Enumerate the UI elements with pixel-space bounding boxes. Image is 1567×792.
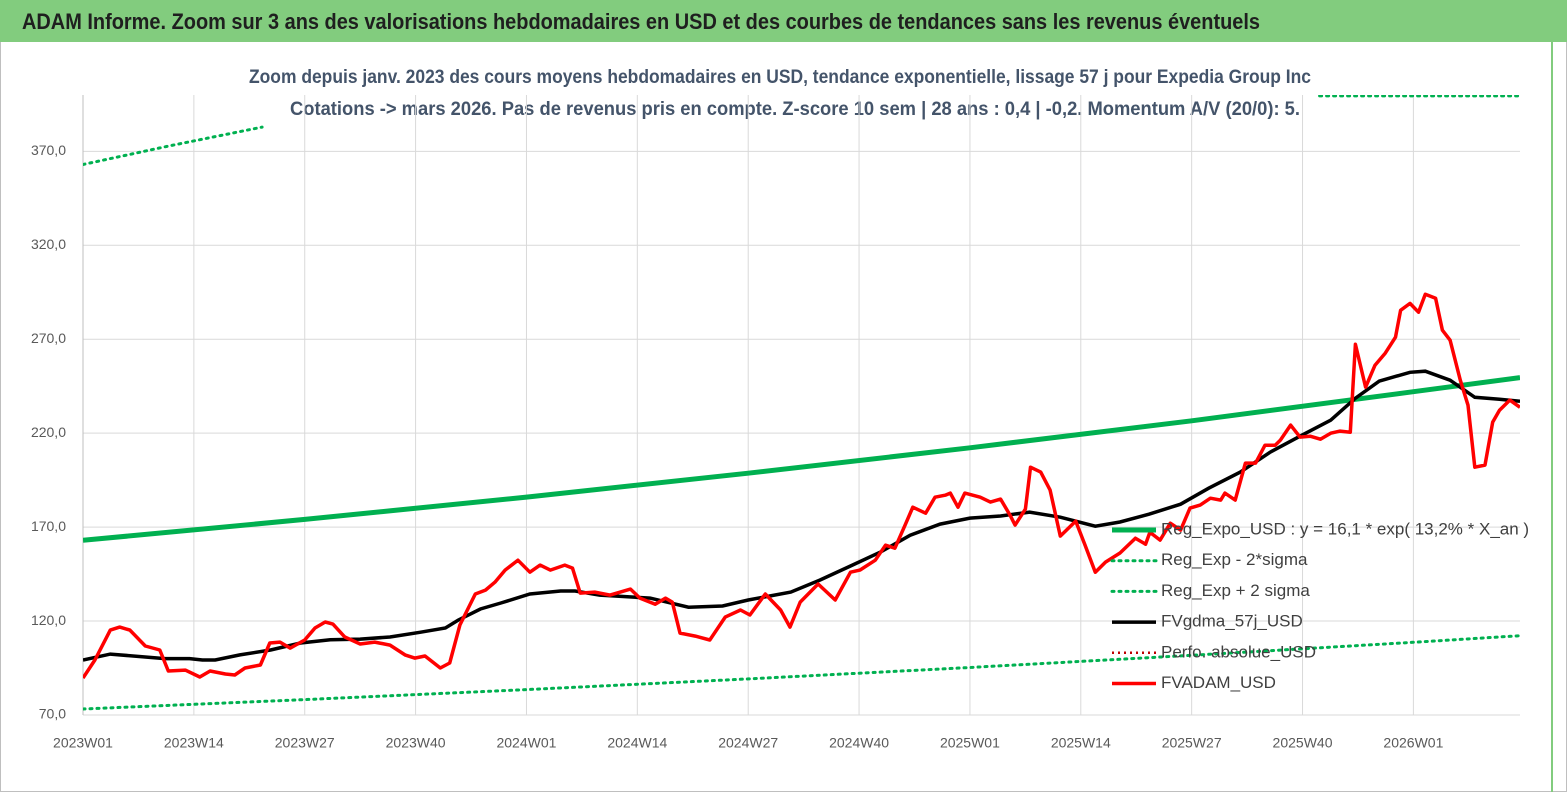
y-tick-label: 170,0 [31, 518, 66, 534]
y-tick-label: 270,0 [31, 330, 66, 346]
series-line [83, 292, 1520, 679]
legend: Reg_Expo_USD : y = 16,1 * exp( 13,2% * X… [1110, 519, 1529, 692]
legend-label: FVgdma_57j_USD [1161, 612, 1303, 631]
legend-label: Perfo. absolue_USD [1161, 642, 1316, 661]
y-tick-label: 120,0 [31, 612, 66, 628]
legend-label: Reg_Exp + 2 sigma [1161, 581, 1310, 600]
header-title: ADAM Informe. Zoom sur 3 ans des valoris… [22, 9, 1260, 34]
x-tick-label: 2026W01 [1383, 735, 1443, 751]
grid [82, 95, 1520, 716]
plot [83, 95, 1520, 711]
x-tick-label: 2024W40 [829, 735, 889, 751]
chart-title: Zoom depuis janv. 2023 des cours moyens … [249, 67, 1311, 88]
legend-label: FVADAM_USD [1161, 673, 1276, 692]
x-tick-label: 2024W01 [496, 735, 556, 751]
x-tick-label: 2024W27 [718, 735, 778, 751]
x-tick-label: 2025W01 [940, 735, 1000, 751]
x-tick-label: 2023W27 [275, 735, 335, 751]
series-line [83, 634, 1520, 711]
x-tick-label: 2025W27 [1162, 735, 1222, 751]
chart-subtitle: Cotations -> mars 2026. Pas de revenus p… [290, 99, 1300, 120]
y-tick-label: 370,0 [31, 142, 66, 158]
x-tick-label: 2023W40 [386, 735, 446, 751]
series-line [83, 369, 1520, 662]
x-tick-label: 2023W14 [164, 735, 224, 751]
series-line [83, 95, 1520, 166]
y-tick-label: 70,0 [39, 706, 66, 722]
y-tick-label: 320,0 [31, 236, 66, 252]
legend-label: Reg_Exp - 2*sigma [1161, 550, 1308, 569]
x-tick-label: 2023W01 [53, 735, 113, 751]
legend-label: Reg_Expo_USD : y = 16,1 * exp( 13,2% * X… [1161, 519, 1529, 538]
y-tick-label: 220,0 [31, 424, 66, 440]
x-tick-label: 2025W14 [1051, 735, 1111, 751]
x-tick-label: 2024W14 [607, 735, 667, 751]
x-tick-label: 2025W40 [1273, 735, 1333, 751]
series-line [83, 375, 1520, 543]
header-bar [0, 0, 1567, 42]
